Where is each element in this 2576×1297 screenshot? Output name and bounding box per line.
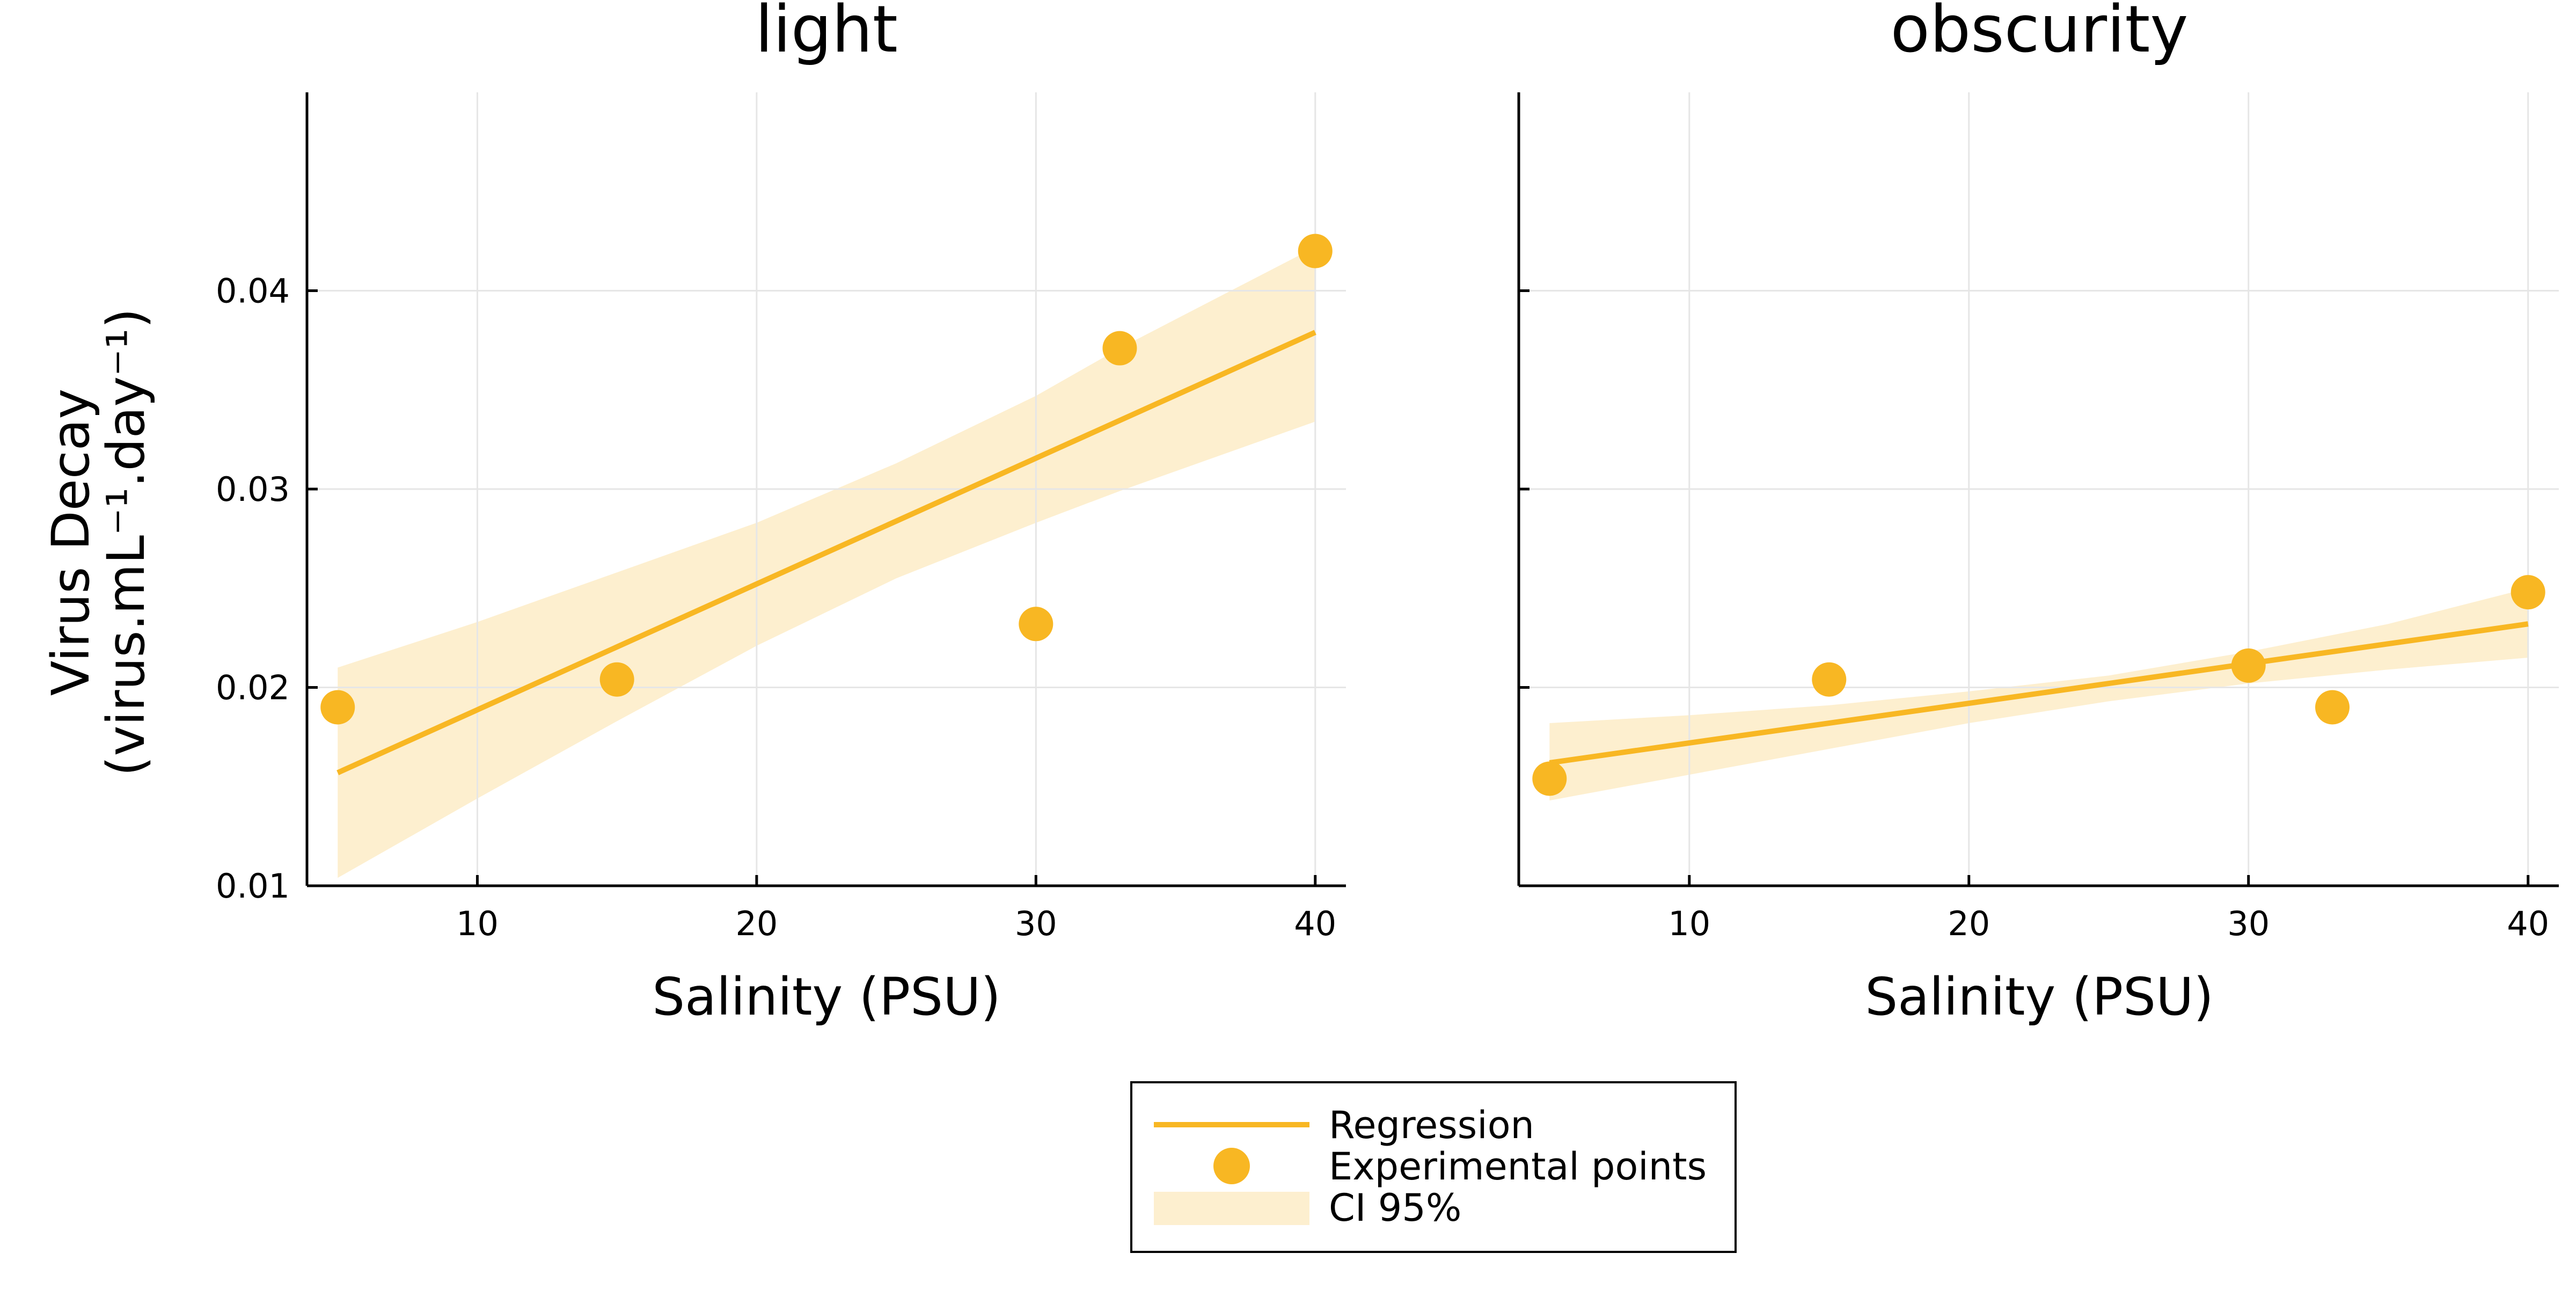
data-point — [1532, 761, 1567, 796]
ci-band — [338, 247, 1315, 878]
x-tick-label: 20 — [1948, 904, 1990, 943]
data-point — [320, 690, 355, 725]
panel-light: 10 20 30 40 0.01 0.02 0.03 0.04 light Salinity … — [41, 0, 1346, 1027]
data-point — [1019, 607, 1053, 642]
x-tick-label: 40 — [2507, 904, 2549, 943]
legend-label-regression: Regression — [1329, 1103, 1534, 1147]
y-tick-label: 0.04 — [216, 272, 290, 311]
legend: Regression Experimental points CI 95% — [1130, 1081, 1737, 1253]
regression-line — [1549, 621, 2529, 766]
regression-line — [336, 330, 1316, 775]
data-point — [2231, 648, 2266, 683]
legend-label-ci: CI 95% — [1329, 1186, 1461, 1230]
x-tick-label: 40 — [1294, 904, 1336, 943]
x-tick-label: 30 — [1015, 904, 1057, 943]
y-tick-label: 0.01 — [216, 866, 290, 906]
x-tick-label: 10 — [1668, 904, 1710, 943]
y-axis-label-line2: (virus.mL⁻¹.day⁻¹) — [96, 308, 156, 776]
y-axis-label-line1: Virus Decay — [41, 389, 101, 696]
x-axis-label-light: Salinity (PSU) — [652, 967, 1001, 1027]
data-point — [2315, 690, 2350, 725]
legend-ci-swatch — [1154, 1192, 1309, 1225]
data-point — [1812, 662, 1847, 697]
data-point — [1102, 331, 1137, 366]
y-tick-label: 0.03 — [216, 470, 290, 509]
x-tick-label: 30 — [2227, 904, 2270, 943]
legend-label-experimental-points: Experimental points — [1329, 1145, 1707, 1189]
legend-points-swatch — [1213, 1148, 1250, 1184]
data-point — [599, 662, 634, 697]
y-tick-label: 0.02 — [216, 668, 290, 708]
x-axis-label-obscurity: Salinity (PSU) — [1865, 967, 2214, 1027]
data-point — [1298, 234, 1333, 268]
panel-title-obscurity: obscurity — [1891, 0, 2189, 67]
x-tick-label: 10 — [456, 904, 499, 943]
data-point — [2511, 575, 2545, 610]
panel-obscurity: 10 20 30 40 obscurity Salinity (PSU) — [1517, 0, 2559, 1027]
x-tick-label: 20 — [735, 904, 778, 943]
panel-title-light: light — [755, 0, 898, 67]
